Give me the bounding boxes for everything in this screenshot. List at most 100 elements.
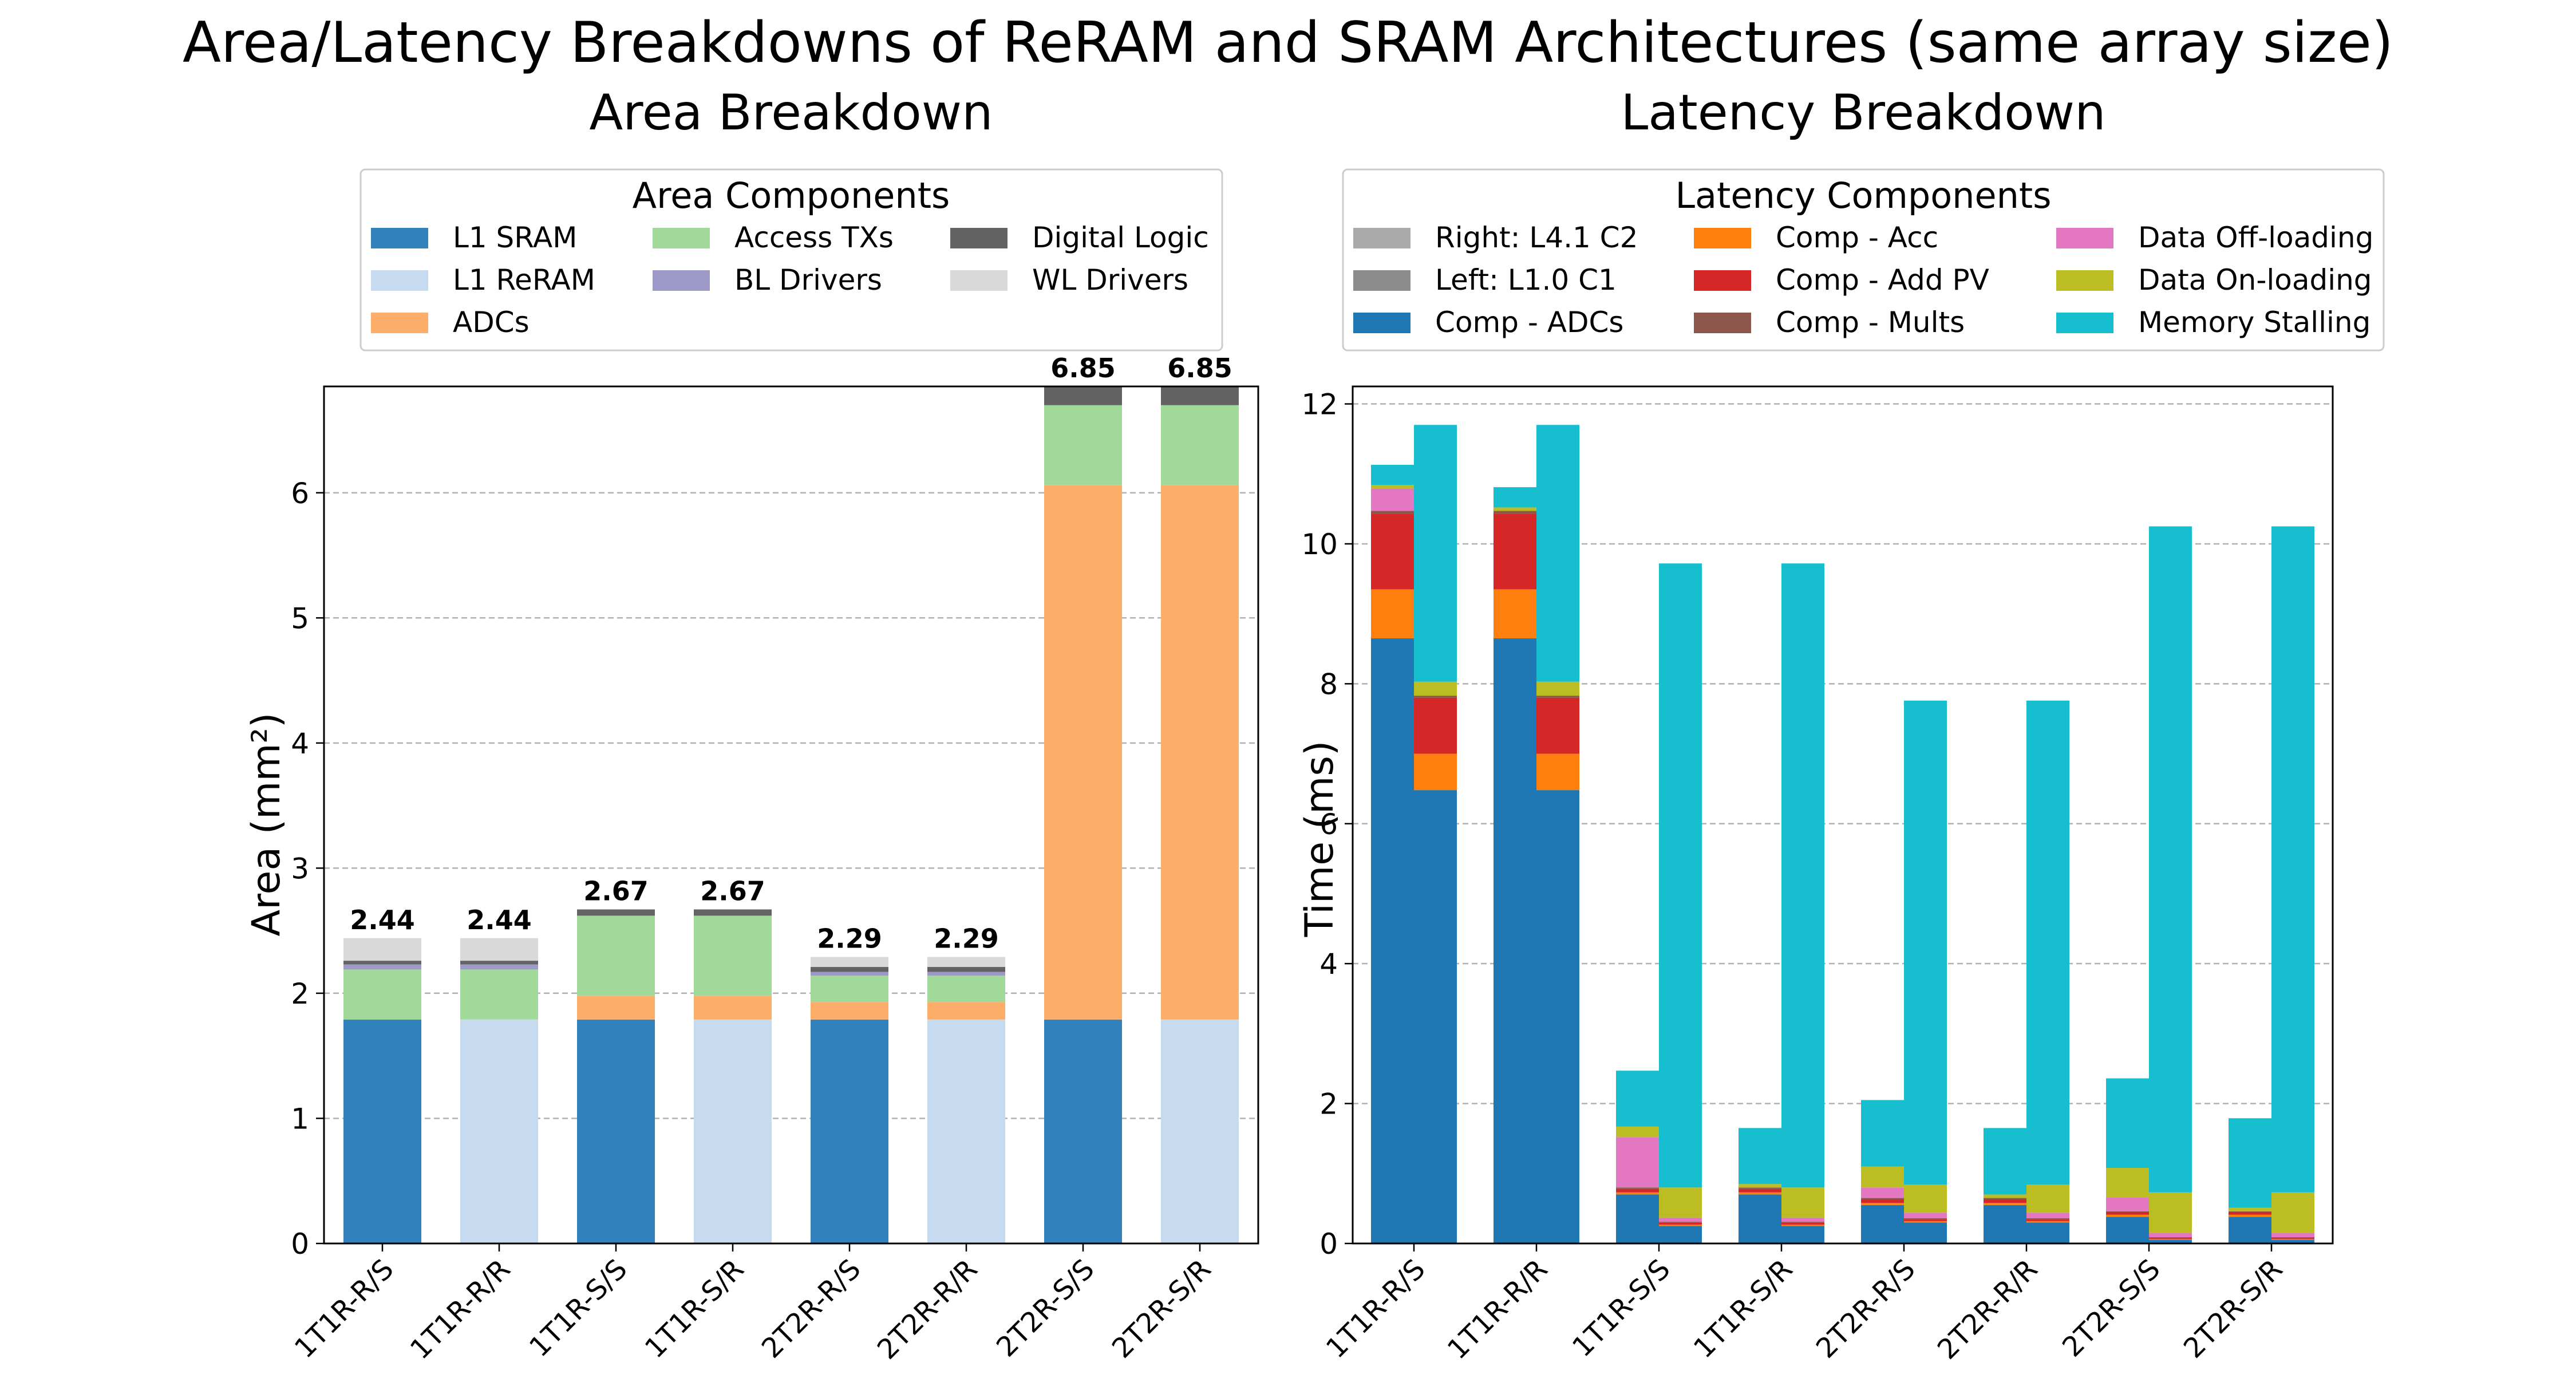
area-legend-swatch-wl-drivers: [950, 270, 1008, 291]
latency-bar-left-data-on-loading: [1616, 1126, 1659, 1138]
latency-y-tick-label: 4: [1319, 947, 1338, 981]
latency-bar-right-comp-adcs: [1659, 1226, 1702, 1243]
latency-legend-label-data-on-loading: Data On-loading: [2138, 263, 2372, 297]
latency-bar-left-memory-stalling: [1616, 1071, 1659, 1127]
area-bar-digital-logic: [343, 961, 421, 965]
latency-bar-right-comp-acc: [1659, 1225, 1702, 1226]
latency-bar-left-data-on-loading: [2229, 1207, 2271, 1211]
latency-bar-left-memory-stalling: [2229, 1118, 2271, 1208]
latency-bar-left-comp-add-pv: [1984, 1199, 2026, 1203]
latency-bar-right-memory-stalling: [1536, 425, 1579, 682]
area-bar-l1-sram: [1044, 1019, 1122, 1243]
area-bar-adcs: [577, 996, 655, 1020]
area-bar-l1-reram: [1161, 1019, 1239, 1243]
latency-bar-right-comp-acc: [2026, 1221, 2069, 1223]
latency-bar-left-data-on-loading: [1984, 1194, 2026, 1198]
latency-legend-label-data-off-loading: Data Off-loading: [2138, 221, 2373, 254]
latency-bar-right-data-on-loading: [2149, 1192, 2192, 1233]
area-y-axis-label: Area (mm²): [244, 713, 289, 937]
latency-legend-label-comp-mults: Comp - Mults: [1776, 306, 1965, 339]
area-bar-bl-drivers: [811, 972, 888, 976]
latency-bar-left-comp-acc: [2106, 1214, 2149, 1217]
latency-bar-left-comp-acc: [1371, 589, 1414, 638]
latency-plot: 0 2 4 6 8 10 12 1T1R-R/S 1T1R-R/R 1T1R-S/S 1T1R-S/…: [1301, 385, 2334, 1365]
latency-bar-right-comp-add-pv: [2149, 1238, 2192, 1239]
latency-bar-left-comp-adcs: [1616, 1194, 1659, 1243]
area-x-tick-label: 1T1R-R/S: [289, 1253, 400, 1365]
area-total-label: 2.67: [583, 875, 649, 906]
area-legend-swatch-bl-drivers: [653, 270, 710, 291]
area-legend-swatch-l1-sram: [371, 228, 428, 248]
area-bar-access-txs: [927, 976, 1005, 1002]
latency-bar-left-comp-adcs: [1371, 638, 1414, 1243]
area-bar-wl-drivers: [460, 938, 538, 961]
area-bar-access-txs: [694, 915, 772, 996]
area-bar-bl-drivers: [927, 972, 1005, 976]
area-bar-l1-reram: [694, 1019, 772, 1243]
area-bar-l1-sram: [343, 1019, 421, 1243]
latency-bar-right-comp-add-pv: [1536, 697, 1579, 754]
area-total-label: 6.85: [1167, 353, 1232, 384]
latency-bar-right-data-off-loading: [1659, 1217, 1702, 1222]
latency-y-axis-label: Time (ms): [1297, 741, 1342, 938]
latency-bar-left-comp-mults: [1739, 1187, 1781, 1189]
area-total-label: 2.29: [817, 923, 882, 954]
area-legend-swatch-l1-reram: [371, 270, 428, 291]
area-legend-title: Area Components: [633, 175, 950, 216]
area-total-label: 6.85: [1050, 353, 1116, 384]
area-bar-wl-drivers: [927, 957, 1005, 968]
area-legend-label-adcs: ADCs: [453, 306, 530, 339]
latency-bar-left-data-off-loading: [1861, 1187, 1904, 1198]
latency-bar-left-comp-mults: [1984, 1198, 2026, 1200]
latency-bar-left-comp-adcs: [1739, 1194, 1781, 1243]
latency-bar-left-comp-adcs: [2229, 1217, 2271, 1243]
latency-bar-right-comp-acc: [1781, 1225, 1824, 1226]
latency-bar-left-data-off-loading: [1371, 488, 1414, 511]
area-bar-digital-logic: [1044, 386, 1122, 405]
latency-bar-right-comp-acc: [2271, 1239, 2314, 1240]
latency-legend-label-left-l1-0-c1: Left: L1.0 C1: [1435, 263, 1617, 297]
area-y-tick-label: 1: [291, 1102, 309, 1135]
area-chart: Area Breakdown Area Components L1 SRAML1…: [244, 84, 1259, 1365]
area-y-tick-label: 4: [291, 727, 309, 760]
latency-bar-left-comp-add-pv: [1861, 1199, 1904, 1203]
latency-bar-right-data-off-loading: [2271, 1233, 2314, 1238]
latency-bar-right-comp-adcs: [2026, 1222, 2069, 1243]
latency-bar-right-comp-adcs: [1536, 790, 1579, 1243]
area-y-tick-label: 2: [291, 977, 309, 1010]
area-bar-access-txs: [343, 969, 421, 1020]
area-total-label: 2.67: [700, 875, 765, 906]
latency-legend-label-comp-adcs: Comp - ADCs: [1435, 306, 1623, 339]
latency-bar-left-data-on-loading: [1494, 507, 1536, 511]
latency-x-tick-label: 2T2R-R/S: [1810, 1253, 1922, 1365]
latency-y-tick-label: 10: [1301, 528, 1338, 561]
latency-bar-left-comp-mults: [1494, 511, 1536, 514]
area-x-tick-label: 2T2R-R/S: [756, 1253, 867, 1365]
latency-bar-left-comp-add-pv: [1739, 1189, 1781, 1193]
area-bar-wl-drivers: [343, 938, 421, 961]
latency-x-tick-label: 1T1R-S/R: [1688, 1253, 1799, 1365]
latency-bar-left-comp-add-pv: [2106, 1212, 2149, 1215]
latency-bar-left-data-on-loading: [1371, 485, 1414, 489]
area-bar-l1-reram: [460, 1019, 538, 1243]
latency-legend-swatch-right-l4-1-c2: [1353, 228, 1411, 248]
latency-bar-left-comp-mults: [1861, 1198, 1904, 1200]
area-bar-digital-logic: [460, 961, 538, 965]
area-bar-digital-logic: [811, 967, 888, 972]
latency-bar-right-comp-mults: [2271, 1237, 2314, 1238]
latency-bar-right-data-on-loading: [2271, 1192, 2314, 1233]
area-bar-bl-drivers: [460, 964, 538, 970]
latency-legend-swatch-comp-mults: [1694, 313, 1751, 333]
latency-bar-right-comp-add-pv: [2026, 1219, 2069, 1221]
area-legend-items: L1 SRAM L1 ReRAM ADCs Access TXs BL Drivers D…: [371, 221, 1209, 339]
latency-bar-left-memory-stalling: [2106, 1078, 2149, 1168]
area-legend-swatch-digital-logic: [950, 228, 1008, 248]
latency-x-tick-label: 2T2R-S/R: [2178, 1253, 2289, 1365]
latency-bar-left-comp-adcs: [2106, 1217, 2149, 1243]
latency-legend-swatch-memory-stalling: [2056, 313, 2113, 333]
area-bar-adcs: [694, 996, 772, 1020]
area-bar-digital-logic: [1161, 386, 1239, 405]
latency-chart-title: Latency Breakdown: [1621, 84, 2105, 141]
latency-bar-right-comp-mults: [2026, 1218, 2069, 1219]
latency-bar-right-comp-acc: [1536, 753, 1579, 791]
